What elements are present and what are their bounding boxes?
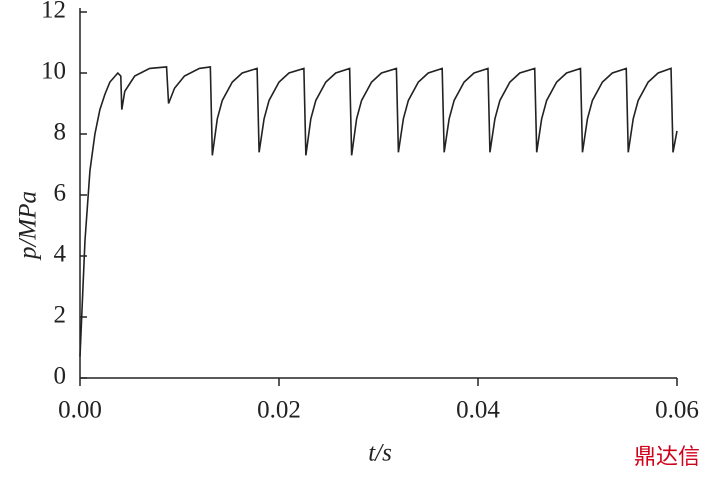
x-axis-label: t/s [368,440,392,467]
watermark: 鼎达信 [634,445,700,470]
y-tick-label: 6 [54,180,67,207]
y-tick-label: 4 [54,241,67,268]
y-tick-label: 8 [54,119,67,146]
y-tick-label: 2 [54,302,67,329]
x-tick-label: 0.06 [655,397,699,424]
y-tick-label: 10 [41,58,66,85]
y-tick-label: 0 [54,363,67,390]
x-tick-label: 0.04 [456,397,500,424]
y-tick-label: 12 [41,0,66,24]
x-tick-label: 0.02 [257,397,301,424]
x-tick-label: 0.00 [58,397,102,424]
y-axis-label: p/MPa [15,191,42,261]
line [79,65,678,357]
